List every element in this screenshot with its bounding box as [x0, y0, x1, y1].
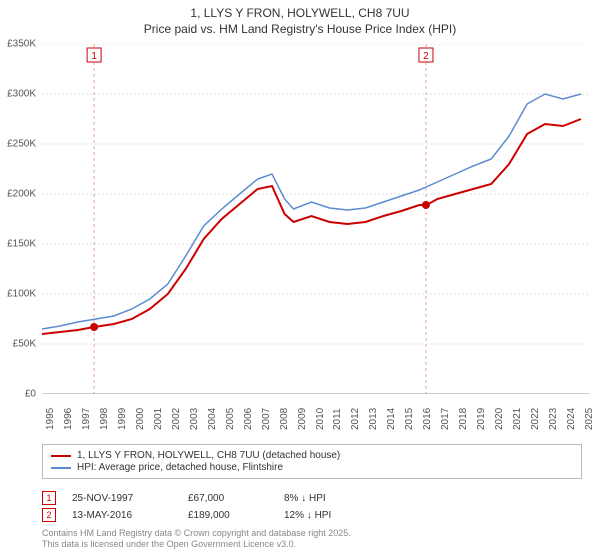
marker-dot: [90, 323, 98, 331]
x-tick-label: 2011: [332, 408, 343, 430]
x-tick-label: 2009: [297, 408, 308, 430]
legend-swatch: [51, 467, 71, 469]
x-tick-label: 2007: [261, 408, 272, 430]
x-tick-label: 1996: [63, 408, 74, 430]
marker-label: 2: [423, 51, 429, 62]
x-tick-label: 2019: [476, 408, 487, 430]
x-tick-label: 2003: [189, 408, 200, 430]
x-tick-label: 2018: [458, 408, 469, 430]
legend-row: 1, LLYS Y FRON, HOLYWELL, CH8 7UU (detac…: [51, 450, 573, 461]
y-tick-label: £250K: [7, 139, 36, 150]
x-tick-label: 2012: [350, 408, 361, 430]
y-axis-labels: £0£50K£100K£150K£200K£250K£300K£350K: [0, 44, 40, 394]
legend-label: HPI: Average price, detached house, Flin…: [77, 462, 283, 473]
x-tick-label: 2001: [153, 408, 164, 430]
x-tick-label: 2020: [494, 408, 505, 430]
x-tick-label: 2016: [422, 408, 433, 430]
data-row: 1 25-NOV-1997 £67,000 8% ↓ HPI: [42, 491, 374, 505]
x-tick-label: 2005: [225, 408, 236, 430]
x-tick-label: 2014: [386, 408, 397, 430]
data-pct: 8% ↓ HPI: [284, 493, 374, 504]
x-tick-label: 2025: [584, 408, 595, 430]
data-row: 2 13-MAY-2016 £189,000 12% ↓ HPI: [42, 508, 374, 522]
x-tick-label: 1998: [99, 408, 110, 430]
series-line: [42, 119, 581, 334]
data-price: £67,000: [188, 493, 268, 504]
legend: 1, LLYS Y FRON, HOLYWELL, CH8 7UU (detac…: [42, 444, 582, 479]
x-tick-label: 2013: [368, 408, 379, 430]
y-tick-label: £150K: [7, 239, 36, 250]
x-tick-label: 2024: [566, 408, 577, 430]
chart-title-block: 1, LLYS Y FRON, HOLYWELL, CH8 7UU Price …: [0, 0, 600, 39]
marker-label: 1: [91, 51, 97, 62]
x-axis-labels: 1995 1996 1997 1998 1999 2000 2001 2002 2003 2004…: [42, 396, 590, 444]
marker-dot: [422, 201, 430, 209]
marker-ref-box: 1: [42, 491, 56, 505]
x-tick-label: 2017: [440, 408, 451, 430]
legend-swatch: [51, 455, 71, 457]
legend-row: HPI: Average price, detached house, Flin…: [51, 462, 573, 473]
data-date: 13-MAY-2016: [72, 510, 172, 521]
x-tick-label: 2010: [315, 408, 326, 430]
data-rows: 1 25-NOV-1997 £67,000 8% ↓ HPI 2 13-MAY-2016 £…: [42, 488, 374, 525]
title-line-2: Price paid vs. HM Land Registry's House …: [0, 22, 600, 38]
data-price: £189,000: [188, 510, 268, 521]
marker-ref-box: 2: [42, 508, 56, 522]
x-tick-label: 2002: [171, 408, 182, 430]
footer-line-2: This data is licensed under the Open Gov…: [42, 539, 351, 550]
x-tick-label: 1999: [117, 408, 128, 430]
x-tick-label: 1997: [81, 408, 92, 430]
x-tick-label: 2004: [207, 408, 218, 430]
x-tick-label: 2006: [243, 408, 254, 430]
y-tick-label: £200K: [7, 189, 36, 200]
title-line-1: 1, LLYS Y FRON, HOLYWELL, CH8 7UU: [0, 6, 600, 22]
y-tick-label: £300K: [7, 89, 36, 100]
footer-line-1: Contains HM Land Registry data © Crown c…: [42, 528, 351, 539]
x-tick-label: 2015: [404, 408, 415, 430]
data-pct: 12% ↓ HPI: [284, 510, 374, 521]
y-tick-label: £350K: [7, 39, 36, 50]
x-tick-label: 2022: [530, 408, 541, 430]
data-date: 25-NOV-1997: [72, 493, 172, 504]
y-tick-label: £50K: [13, 339, 36, 350]
legend-label: 1, LLYS Y FRON, HOLYWELL, CH8 7UU (detac…: [77, 450, 340, 461]
x-tick-label: 2021: [512, 408, 523, 430]
x-tick-label: 1995: [45, 408, 56, 430]
chart-area: 12: [42, 44, 590, 394]
footer: Contains HM Land Registry data © Crown c…: [42, 528, 351, 550]
x-tick-label: 2000: [135, 408, 146, 430]
x-tick-label: 2023: [548, 408, 559, 430]
x-tick-label: 2008: [279, 408, 290, 430]
chart-svg: 12: [42, 44, 590, 394]
y-tick-label: £100K: [7, 289, 36, 300]
y-tick-label: £0: [25, 389, 36, 400]
